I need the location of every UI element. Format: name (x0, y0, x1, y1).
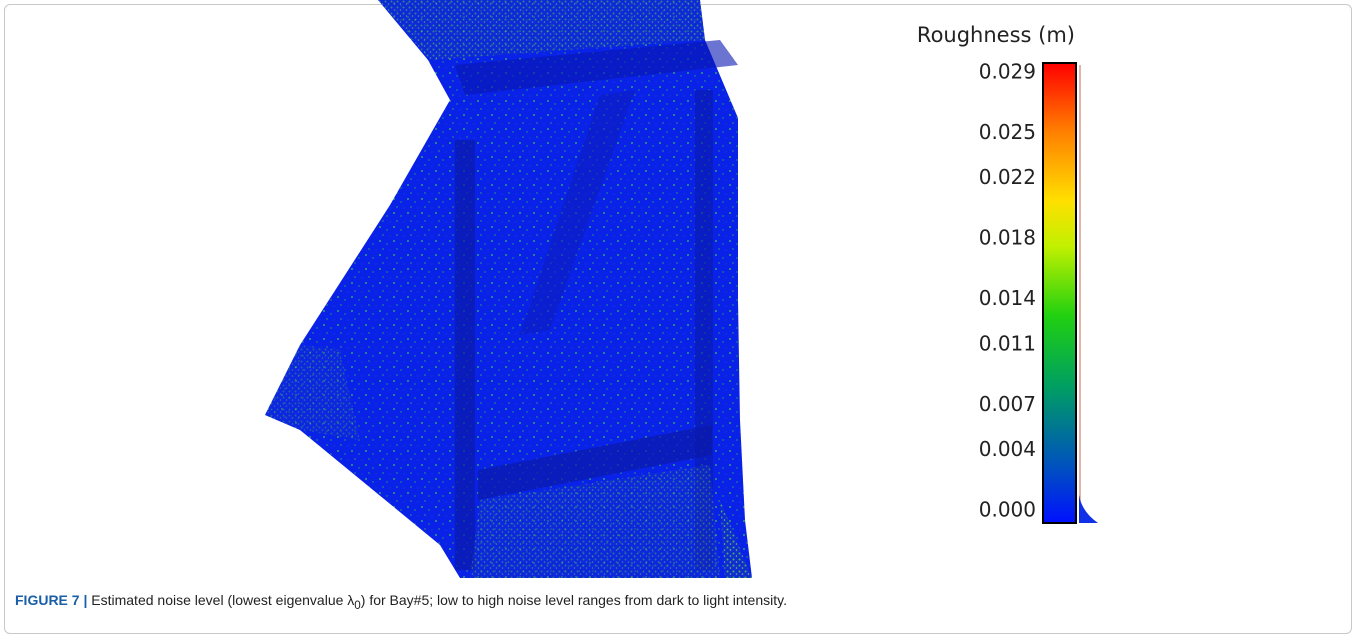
figure-page: Roughness (m) 0.0000.0040.0070.0110.0140… (0, 0, 1358, 639)
colorbar-tick-label: 0.007 (979, 392, 1036, 416)
colorbar-tick-label: 0.004 (979, 437, 1036, 461)
colorbar-tick-label: 0.011 (979, 331, 1036, 355)
colorbar-tick-label: 0.014 (979, 286, 1036, 310)
colorbar (1043, 63, 1076, 523)
colorbar-title: Roughness (m) (917, 23, 1075, 47)
figure-image: Roughness (m) 0.0000.0040.0070.0110.0140… (0, 0, 1358, 580)
caption-text: ) for Bay#5; low to high noise level ran… (361, 592, 787, 608)
caption-label: FIGURE 7 | (15, 592, 87, 608)
colorbar-ticks: 0.000 0.004 0.007 0.011 0.014 0.018 0.022 0.025… (979, 60, 1036, 522)
colorbar-tick-label: 0.029 (979, 60, 1036, 84)
caption: FIGURE 7 | Estimated noise level (lowest… (15, 592, 787, 612)
colorbar-tick-label: 0.025 (979, 120, 1036, 144)
caption-text: Estimated noise level (lowest eigenvalue… (91, 592, 354, 608)
point-cloud (265, 0, 752, 578)
colorbar-tick-label: 0.000 (979, 498, 1036, 522)
colorbar-tick-label: 0.022 (979, 165, 1036, 189)
histogram (1079, 495, 1098, 523)
colorbar-tick-label: 0.018 (979, 226, 1036, 250)
